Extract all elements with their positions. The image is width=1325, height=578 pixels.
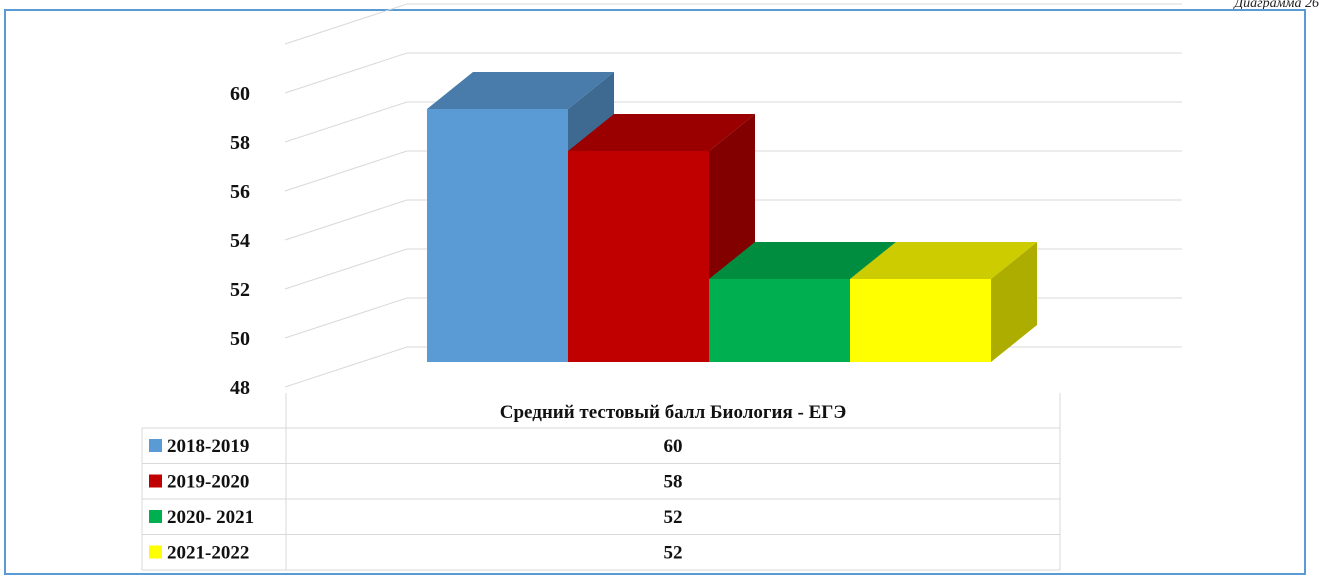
bar-front	[427, 109, 568, 362]
gridline-diagonal	[284, 101, 408, 143]
bar-top	[709, 242, 896, 279]
y-tick-label: 60	[230, 83, 250, 105]
chart-caption: Диаграмма 26	[1234, 0, 1319, 11]
bar-front	[568, 151, 709, 362]
table-row	[141, 534, 1061, 571]
table-row	[141, 463, 1061, 500]
legend-label: 2019-2020	[167, 472, 249, 493]
gridline-diagonal	[284, 248, 408, 290]
gridline-diagonal	[284, 52, 408, 94]
gridline-diagonal	[284, 199, 408, 241]
bar-top	[568, 114, 755, 151]
y-tick-label: 52	[230, 279, 250, 301]
bar-2019-2020	[568, 114, 755, 362]
legend-label: 2021-2022	[167, 543, 249, 564]
legend-swatch	[149, 439, 162, 452]
gridline-diagonal	[284, 150, 408, 192]
chart-frame	[4, 9, 1306, 575]
y-axis-ticks: 48 50 52 54 56 58 60	[230, 83, 250, 399]
table-row	[141, 498, 1061, 535]
bar-front	[709, 279, 850, 362]
data-label: 58	[664, 472, 683, 493]
bar-side	[991, 242, 1037, 362]
y-tick-label: 54	[230, 230, 250, 252]
legend-label: 2018-2019	[167, 436, 249, 457]
gridline-diagonal	[284, 346, 408, 388]
data-table: Средний тестовый балл Биология - ЕГЭ 2018…	[141, 393, 1061, 571]
data-label: 52	[664, 507, 683, 528]
bar-top	[427, 72, 614, 109]
bar-2021-2022	[850, 242, 1037, 362]
y-tick-label: 48	[230, 377, 250, 399]
y-tick-label: 50	[230, 328, 250, 350]
table-row	[141, 427, 1061, 464]
legend-swatch	[149, 474, 162, 488]
bars	[427, 72, 1037, 362]
legend-label: 2020- 2021	[167, 507, 254, 528]
legend-swatch	[149, 545, 162, 559]
table-header: Средний тестовый балл Биология - ЕГЭ	[500, 402, 847, 423]
data-label: 60	[664, 436, 683, 457]
data-label: 52	[664, 543, 683, 564]
y-tick-label: 58	[230, 132, 250, 154]
bar-front	[850, 279, 991, 362]
gridline-diagonal	[284, 297, 408, 339]
y-tick-label: 56	[230, 181, 250, 203]
bar-top	[850, 242, 1037, 279]
gridline-diagonal	[284, 3, 408, 45]
legend-swatch	[149, 510, 162, 523]
